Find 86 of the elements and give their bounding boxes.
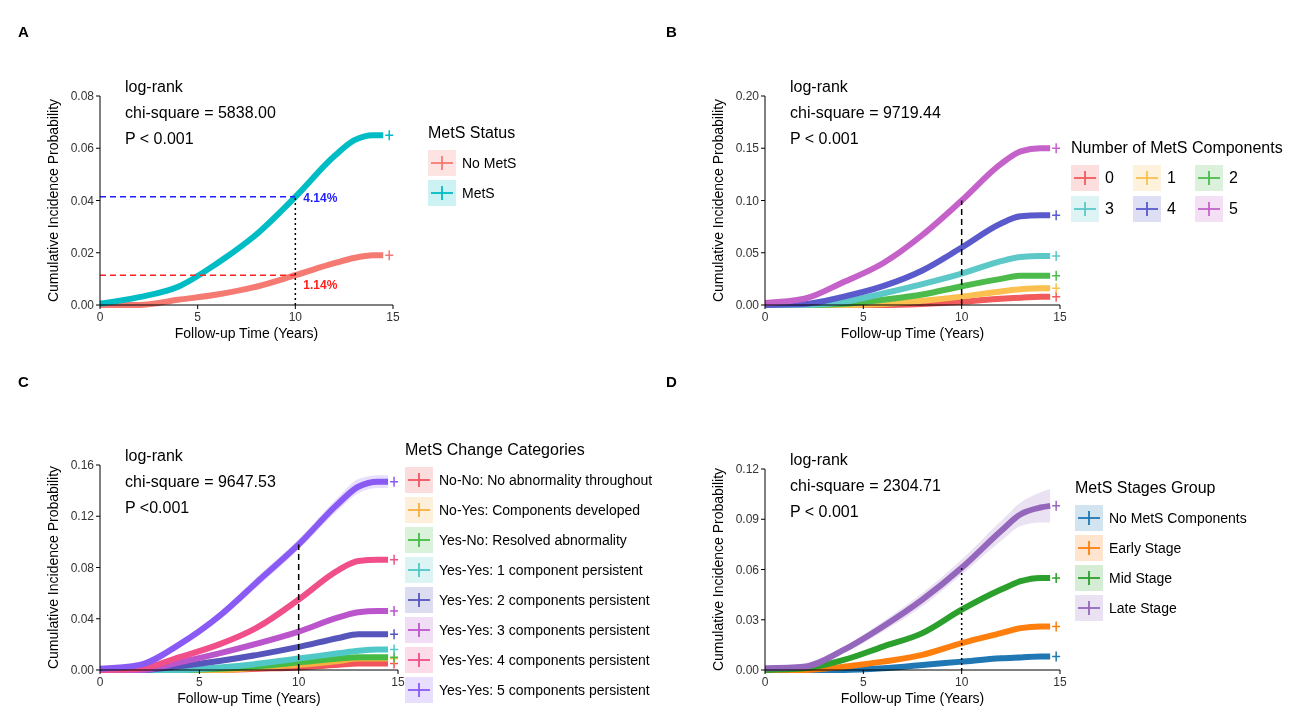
y-tick-label: 0.00 [70, 663, 95, 677]
y-tick-label: 0.12 [70, 509, 95, 524]
y-tick-label: 0.04 [70, 193, 95, 208]
y-tick-label: 0.00 [70, 298, 95, 312]
text: log-rank [125, 447, 184, 464]
legend-label: MetS [462, 185, 495, 201]
legend-title: MetS Stages Group [1075, 479, 1216, 496]
legend-label: Yes-Yes: 1 component persistent [439, 562, 643, 578]
y-axis-title: Cumulative Incidence Probability [710, 98, 726, 303]
y-tick-label: 0.08 [70, 89, 95, 103]
annotation: P <0.001 [125, 499, 190, 516]
legend-title: MetS Change Categories [405, 441, 585, 458]
chart-title: A [18, 23, 29, 40]
y-tick-label: 0.10 [735, 193, 760, 208]
y-tick-label: 0.09 [735, 512, 760, 527]
y-tick-label: 0.05 [735, 245, 760, 260]
y-tick-label: 0.04 [70, 611, 95, 626]
y-tick-label: 0.06 [70, 141, 95, 156]
annotation: chi-square = 9719.44 [790, 104, 941, 121]
legend-label: 0 [1105, 169, 1114, 186]
annotation: chi-square = 9647.53 [125, 473, 276, 490]
legend-label: Yes-Yes: 5 components persistent [439, 682, 650, 698]
y-tick-label: 0.03 [735, 612, 760, 627]
legend-label: Yes-Yes: 3 components persistent [439, 622, 650, 638]
legend-label: 4 [1167, 200, 1176, 217]
legend-title: Number of MetS Components [1071, 139, 1283, 156]
y-tick-label: 0.08 [70, 560, 95, 575]
x-tick-label: 0 [96, 310, 104, 324]
x-tick-label: 0 [96, 675, 104, 689]
y-tick-label: 0.00 [735, 663, 760, 677]
y-tick-label: 0.02 [70, 245, 95, 260]
x-tick-label: 15 [1053, 310, 1067, 324]
legend-label: Mid Stage [1109, 570, 1173, 586]
x-axis-title: Follow-up Time (Years) [174, 325, 319, 341]
x-tick-label: 5 [859, 310, 867, 324]
y-axis-title: Cumulative Incidence Probability [45, 465, 61, 670]
annotation: 4.14% [303, 190, 338, 205]
x-axis-title: Follow-up Time (Years) [840, 690, 985, 706]
x-tick-label: 0 [761, 310, 769, 324]
x-tick-label: 10 [954, 310, 969, 324]
legend-label: No-No: No abnormality throughout [439, 472, 653, 488]
y-tick-label: 0.00 [735, 298, 760, 312]
x-tick-label: 15 [386, 310, 400, 324]
chart-title: C [18, 373, 29, 390]
annotation: chi-square = 5838.00 [125, 104, 276, 121]
legend-label: Late Stage [1109, 600, 1177, 616]
x-tick-label: 0 [761, 675, 769, 689]
x-tick-label: 15 [1053, 675, 1067, 689]
x-tick-label: 10 [291, 675, 306, 689]
legend-label: No-Yes: Components developed [439, 502, 641, 518]
x-tick-label: 5 [195, 675, 203, 689]
legend-title: MetS Status [428, 124, 516, 141]
x-tick-label: 5 [859, 675, 867, 689]
y-axis-title: Cumulative Incidence Probability [45, 98, 61, 303]
annotation: chi-square = 2304.71 [790, 477, 941, 494]
x-tick-label: 10 [954, 675, 969, 689]
y-axis-title: Cumulative Incidence Probability [710, 467, 726, 672]
annotation: P < 0.001 [790, 503, 859, 520]
annotation: 1.14% [303, 278, 338, 293]
legend-label: 1 [1167, 169, 1176, 186]
legend-label: No MetS [462, 155, 517, 171]
text: log-rank [790, 78, 849, 95]
y-tick-label: 0.06 [735, 562, 760, 577]
x-tick-label: 5 [194, 310, 202, 324]
legend-label: 5 [1229, 200, 1238, 217]
y-tick-label: 0.20 [735, 89, 760, 103]
annotation: P < 0.001 [790, 130, 859, 147]
chart-title: D [666, 373, 677, 390]
x-tick-label: 10 [288, 310, 303, 324]
text: log-rank [125, 78, 184, 95]
legend-label: Yes-Yes: 2 components persistent [439, 592, 650, 608]
x-axis-title: Follow-up Time (Years) [840, 325, 985, 341]
y-tick-label: 0.12 [735, 462, 760, 476]
legend-label: Yes-No: Resolved abnormality [439, 532, 627, 548]
legend-label: No MetS Components [1109, 510, 1247, 526]
legend-label: Yes-Yes: 4 components persistent [439, 652, 650, 668]
y-tick-label: 0.16 [70, 458, 95, 472]
text: log-rank [790, 451, 849, 468]
legend-label: 3 [1105, 200, 1114, 217]
chart-title: B [666, 23, 677, 40]
legend-label: Early Stage [1109, 540, 1182, 556]
y-tick-label: 0.15 [735, 141, 760, 156]
x-tick-label: 15 [391, 675, 405, 689]
x-axis-title: Follow-up Time (Years) [177, 690, 321, 706]
legend-label: 2 [1229, 169, 1238, 186]
annotation: P < 0.001 [125, 130, 194, 147]
